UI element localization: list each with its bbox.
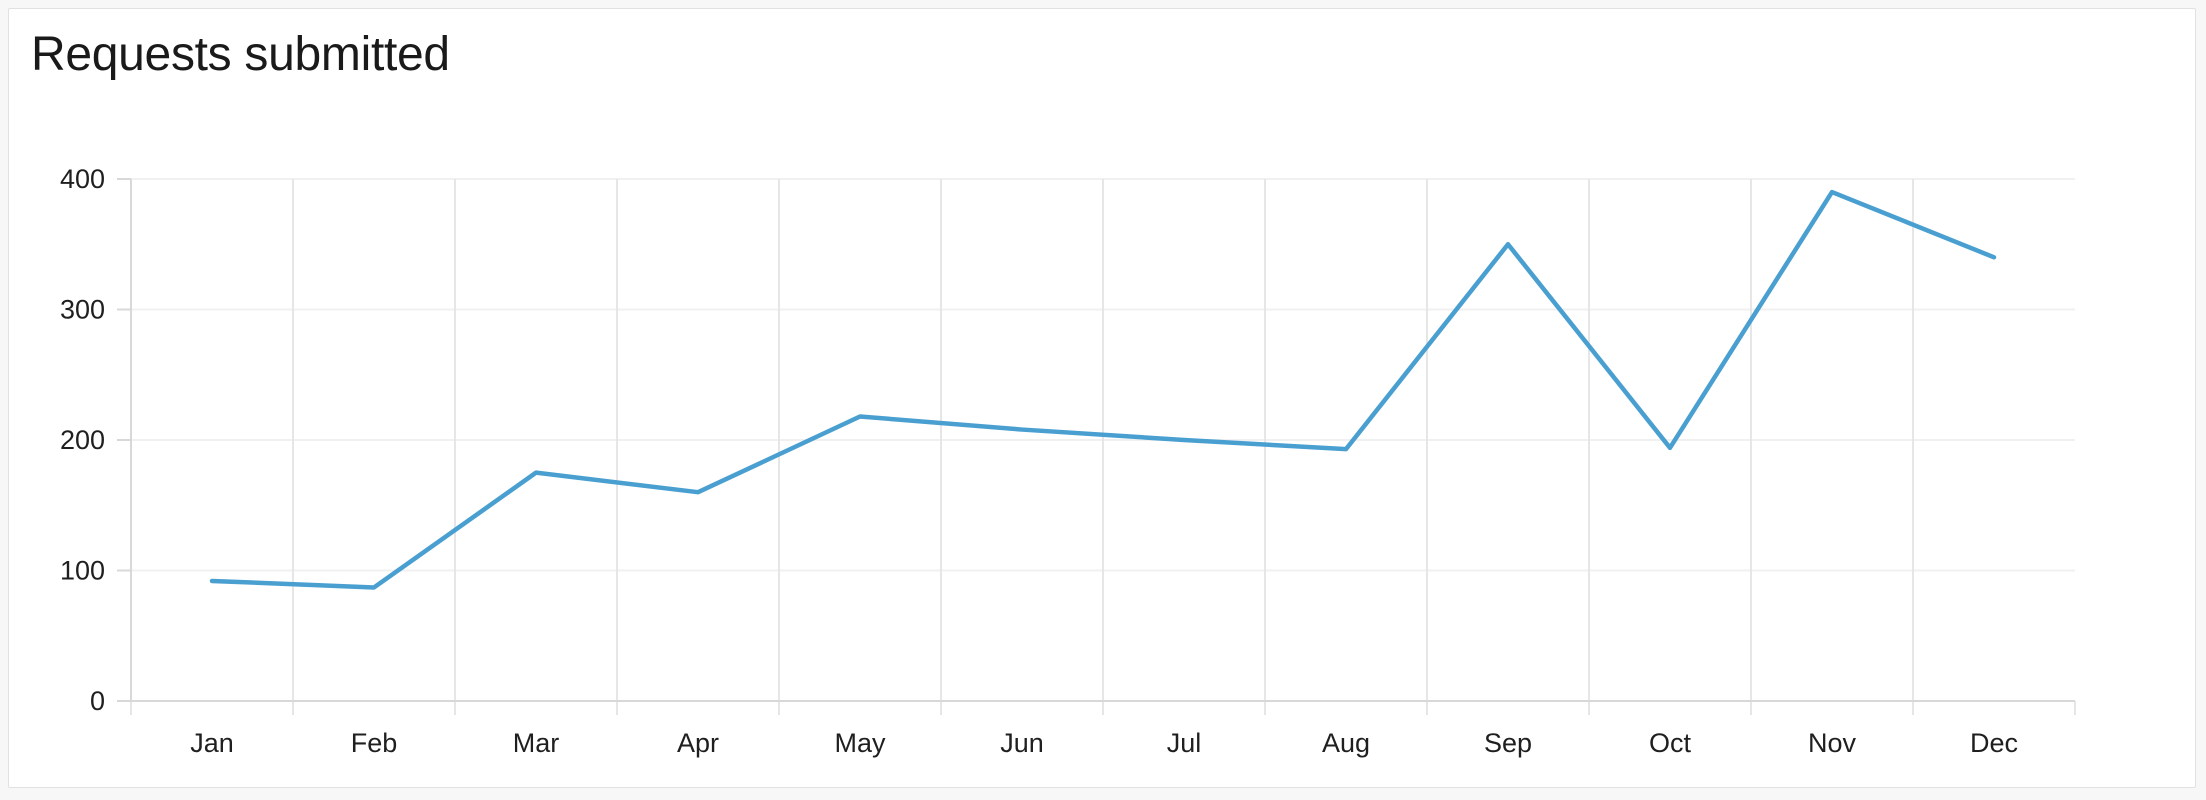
chart-card: Requests submitted 0 100 200 300 400 Jan Feb M… bbox=[8, 8, 2196, 788]
x-tick-label-mar: Mar bbox=[513, 728, 560, 758]
chart-x-tick-marks bbox=[130, 179, 2076, 715]
x-tick-label-dec: Dec bbox=[1970, 728, 2018, 758]
y-tick-label-100: 100 bbox=[60, 556, 105, 586]
x-tick-label-jun: Jun bbox=[1000, 728, 1044, 758]
x-tick-label-may: May bbox=[834, 728, 886, 758]
series-line-requests-submitted bbox=[209, 189, 1997, 590]
y-tick-label-0: 0 bbox=[90, 686, 105, 716]
y-tick-label-300: 300 bbox=[60, 295, 105, 325]
y-tick-label-200: 200 bbox=[60, 425, 105, 455]
x-tick-label-aug: Aug bbox=[1322, 728, 1370, 758]
x-tick-label-feb: Feb bbox=[351, 728, 398, 758]
x-tick-label-nov: Nov bbox=[1808, 728, 1857, 758]
line-chart-plot-area: 0 100 200 300 400 Jan Feb Mar Apr May Jun Jul Aug Se… bbox=[9, 9, 2197, 789]
x-tick-label-oct: Oct bbox=[1649, 728, 1692, 758]
chart-y-tick-labels: 0 100 200 300 400 bbox=[60, 164, 105, 716]
x-tick-label-apr: Apr bbox=[677, 728, 719, 758]
line-chart-svg: 0 100 200 300 400 Jan Feb Mar Apr May Jun Jul Aug Se… bbox=[60, 164, 2076, 758]
x-tick-label-sep: Sep bbox=[1484, 728, 1532, 758]
x-tick-label-jan: Jan bbox=[190, 728, 234, 758]
chart-series-group bbox=[209, 189, 1997, 590]
chart-x-tick-labels: Jan Feb Mar Apr May Jun Jul Aug Sep Oct Nov Dec bbox=[190, 728, 2018, 758]
page-title: Requests submitted bbox=[31, 28, 450, 81]
x-tick-label-jul: Jul bbox=[1167, 728, 1202, 758]
chart-y-tick-marks bbox=[117, 178, 131, 702]
y-tick-label-400: 400 bbox=[60, 164, 105, 194]
